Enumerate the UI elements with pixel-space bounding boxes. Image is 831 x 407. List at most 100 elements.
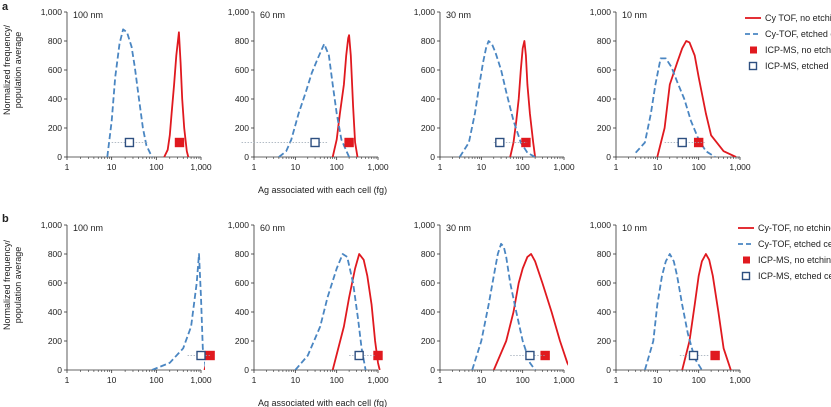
x-tick-label: 1	[252, 375, 257, 385]
y-tick-label: 200	[421, 336, 435, 346]
icp-ms-etched-marker	[354, 350, 364, 361]
y-tick-label: 400	[597, 307, 611, 317]
y-tick-label: 600	[597, 278, 611, 288]
series-line-etched	[106, 28, 153, 157]
series-line-no-etching	[656, 40, 737, 157]
y-tick-label: 400	[421, 94, 435, 104]
x-tick-label: 100	[516, 375, 530, 385]
x-tick-label: 1,000	[553, 162, 575, 172]
x-tick-label: 100	[149, 375, 163, 385]
panel-title: 10 nm	[622, 223, 647, 233]
y-tick-label: 600	[597, 65, 611, 75]
y-tick-label: 1,000	[414, 7, 436, 17]
panel-row-letter: b	[2, 213, 9, 225]
panel-title: 30 nm	[446, 10, 471, 20]
series-line-etched	[151, 253, 205, 370]
series-line-no-etching	[331, 253, 381, 370]
series-line-no-etching	[492, 253, 568, 370]
y-tick-label: 200	[597, 123, 611, 133]
x-tick-label: 100	[516, 162, 530, 172]
y-tick-label: 600	[235, 278, 249, 288]
x-tick-label: 1,000	[367, 162, 389, 172]
x-tick-label: 100	[330, 162, 344, 172]
legend-swatch-icp-etched	[741, 271, 751, 281]
series-line-etched	[471, 242, 536, 370]
x-tick-label: 1,000	[190, 162, 212, 172]
icp-ms-etched-marker	[688, 350, 699, 361]
y-tick-label: 1,000	[41, 7, 63, 17]
y-tick-label: 800	[421, 36, 435, 46]
y-tick-label: 1,000	[590, 220, 612, 230]
y-tick-label: 1,000	[41, 220, 63, 230]
y-tick-label: 600	[421, 65, 435, 75]
icp-ms-etched-marker	[677, 137, 687, 148]
x-tick-label: 10	[291, 162, 301, 172]
legend-label: ICP-MS, no etching	[758, 255, 831, 265]
y-tick-label: 600	[48, 65, 62, 75]
x-tick-label: 1	[252, 162, 257, 172]
y-axis-label: Normalized frequency/	[2, 239, 12, 330]
panel-title: 60 nm	[260, 223, 285, 233]
y-tick-label: 1,000	[228, 7, 250, 17]
y-tick-label: 600	[421, 278, 435, 288]
icp-ms-etched-marker	[310, 137, 320, 148]
x-tick-label: 100	[330, 375, 344, 385]
y-tick-label: 0	[606, 365, 611, 375]
x-tick-label: 1,000	[729, 162, 751, 172]
y-tick-label: 400	[421, 307, 435, 317]
panel-title: 30 nm	[446, 223, 471, 233]
y-tick-label: 200	[48, 123, 62, 133]
y-tick-label: 600	[48, 278, 62, 288]
y-tick-label: 800	[597, 249, 611, 259]
x-tick-label: 10	[291, 375, 301, 385]
x-tick-label: 100	[149, 162, 163, 172]
x-tick-label: 100	[692, 162, 706, 172]
y-axis-label: population average	[13, 32, 23, 109]
x-tick-label: 1	[65, 375, 70, 385]
legend-label: ICP-MS, no etching	[765, 45, 831, 55]
icp-ms-etched-marker	[495, 137, 505, 148]
y-tick-label: 800	[48, 249, 62, 259]
x-axis-label: Ag associated with each cell (fg)	[258, 398, 387, 407]
icp-ms-no-etching-marker	[373, 350, 383, 361]
icp-ms-no-etching-marker	[205, 350, 215, 361]
y-tick-label: 0	[57, 365, 62, 375]
y-axis-label: population average	[13, 247, 23, 324]
panel-title: 10 nm	[622, 10, 647, 20]
y-tick-label: 200	[235, 123, 249, 133]
x-tick-label: 100	[692, 375, 706, 385]
y-tick-label: 400	[235, 307, 249, 317]
y-tick-label: 200	[597, 336, 611, 346]
series-line-etched	[458, 40, 536, 157]
legend-swatch-icp-no-etching	[743, 256, 750, 264]
series-line-no-etching	[163, 31, 190, 157]
series-line-no-etching	[509, 40, 536, 157]
y-tick-label: 0	[606, 152, 611, 162]
x-tick-label: 1	[614, 375, 619, 385]
y-tick-label: 200	[235, 336, 249, 346]
x-tick-label: 10	[107, 375, 117, 385]
legend-label: Cy-TOF, etched cells	[758, 239, 831, 249]
series-line-no-etching	[681, 253, 732, 370]
icp-ms-no-etching-marker	[521, 137, 531, 148]
x-axis-label: Ag associated with each cell (fg)	[258, 185, 387, 195]
x-tick-label: 1,000	[367, 375, 389, 385]
icp-ms-etched-marker	[124, 137, 135, 148]
x-tick-label: 10	[653, 375, 663, 385]
y-tick-label: 0	[244, 365, 249, 375]
series-line-etched	[294, 253, 367, 370]
y-tick-label: 1,000	[414, 220, 436, 230]
legend-label: ICP-MS, etched cells	[765, 61, 831, 71]
y-tick-label: 800	[235, 36, 249, 46]
x-tick-label: 10	[653, 162, 663, 172]
x-tick-label: 1	[438, 375, 443, 385]
legend-label: Cy-TOF, no etching	[758, 223, 831, 233]
y-tick-label: 400	[48, 94, 62, 104]
icp-ms-no-etching-marker	[710, 350, 720, 361]
y-tick-label: 0	[430, 365, 435, 375]
series-line-etched	[278, 43, 350, 157]
y-tick-label: 200	[421, 123, 435, 133]
y-tick-label: 400	[235, 94, 249, 104]
icp-ms-no-etching-marker	[344, 137, 354, 148]
